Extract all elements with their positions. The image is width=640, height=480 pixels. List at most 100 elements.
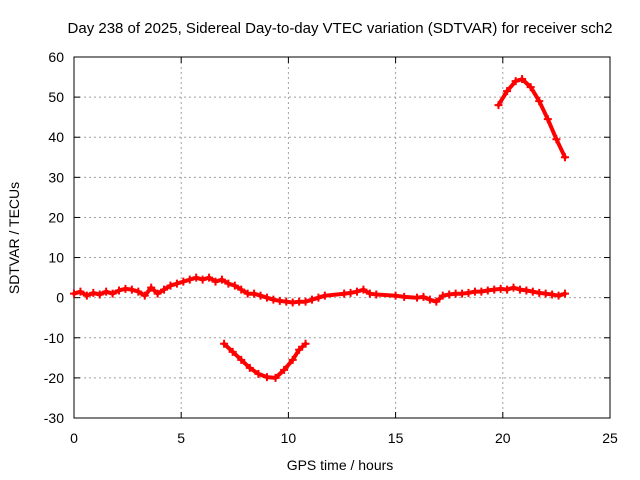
chart-title: Day 238 of 2025, Sidereal Day-to-day VTE… — [68, 20, 613, 37]
x-tick-label: 0 — [70, 430, 78, 446]
data-point — [509, 283, 518, 292]
data-point — [220, 339, 229, 348]
data-point — [245, 363, 254, 372]
data-point — [391, 291, 400, 300]
data-point — [372, 290, 381, 299]
data-point — [353, 287, 362, 296]
data-point — [95, 290, 104, 299]
data-point — [82, 291, 91, 300]
data-point — [70, 289, 78, 298]
y-tick-label: -10 — [44, 330, 64, 346]
data-point — [250, 289, 259, 298]
data-point — [230, 281, 239, 290]
data-point — [346, 288, 355, 297]
y-tick-label: 30 — [48, 169, 64, 185]
data-point — [134, 287, 143, 296]
data-point — [432, 297, 441, 306]
data-point — [115, 286, 124, 295]
data-point — [438, 291, 447, 300]
y-tick-label: 20 — [48, 209, 64, 225]
data-point — [211, 277, 220, 286]
x-tick-label: 5 — [177, 430, 185, 446]
data-point — [477, 287, 486, 296]
y-tick-label: 0 — [56, 290, 64, 306]
y-tick-label: 60 — [48, 49, 64, 65]
data-point — [262, 373, 271, 382]
data-point — [554, 291, 563, 300]
data-point — [560, 289, 569, 298]
y-tick-label: 50 — [48, 89, 64, 105]
series-2 — [494, 75, 569, 162]
y-axis-label: SDTVAR / TECUs — [6, 182, 22, 294]
data-point — [160, 285, 169, 294]
series-1 — [220, 339, 310, 382]
data-point — [543, 115, 552, 124]
data-point — [140, 291, 149, 300]
y-tick-label: -30 — [44, 410, 64, 426]
data-point — [301, 297, 310, 306]
data-point — [320, 291, 329, 300]
y-tick-label: 40 — [48, 129, 64, 145]
data-point — [102, 287, 111, 296]
plot-frame — [73, 56, 611, 419]
x-tick-label: 25 — [602, 430, 618, 446]
data-point — [503, 285, 512, 294]
data-point — [127, 285, 136, 294]
data-point — [153, 289, 162, 298]
x-axis-label: GPS time / hours — [287, 457, 394, 473]
data-point — [288, 355, 297, 364]
data-point — [228, 347, 237, 356]
data-point — [271, 373, 280, 382]
grid-lines — [74, 57, 610, 418]
data-point — [237, 355, 246, 364]
data-point — [314, 293, 323, 302]
data-point — [425, 295, 434, 304]
data-point — [269, 295, 278, 304]
data-point — [262, 293, 271, 302]
data-point — [217, 275, 226, 284]
data-point — [237, 285, 246, 294]
data-point — [522, 286, 531, 295]
data-point — [503, 87, 512, 96]
data-point — [179, 277, 188, 286]
data-point — [528, 287, 537, 296]
data-point — [307, 295, 316, 304]
data-point — [205, 273, 214, 282]
data-point — [419, 292, 428, 301]
data-point — [560, 153, 569, 162]
data-point — [548, 290, 557, 299]
data-point — [224, 279, 233, 288]
data-point — [280, 365, 289, 374]
data-point — [518, 75, 527, 84]
data-point — [511, 77, 520, 86]
x-tick-label: 15 — [388, 430, 404, 446]
data-point — [256, 291, 265, 300]
data-point — [535, 97, 544, 106]
data-point — [198, 275, 207, 284]
data-point — [172, 279, 181, 288]
data-point — [76, 287, 85, 296]
data-point — [526, 83, 535, 92]
data-point — [166, 281, 175, 290]
data-point — [89, 288, 98, 297]
data-point — [552, 135, 561, 144]
axis-ticks: 0 5 10 15 20 25 -30 -20 -10 0 10 20 30 40 50 60 — [44, 49, 618, 446]
x-tick-label: 10 — [281, 430, 297, 446]
data-point — [359, 285, 368, 294]
x-tick-label: 20 — [495, 430, 511, 446]
data-point — [108, 289, 117, 298]
data-point — [185, 275, 194, 284]
data-point — [295, 345, 304, 354]
data-point — [464, 288, 473, 297]
series-0 — [70, 273, 569, 307]
data-point — [192, 273, 201, 282]
y-tick-label: 10 — [48, 250, 64, 266]
data-point — [254, 369, 263, 378]
data-point — [494, 101, 503, 110]
y-tick-label: -20 — [44, 370, 64, 386]
data-point — [400, 292, 409, 301]
data-points — [70, 75, 569, 382]
data-point — [301, 339, 310, 348]
